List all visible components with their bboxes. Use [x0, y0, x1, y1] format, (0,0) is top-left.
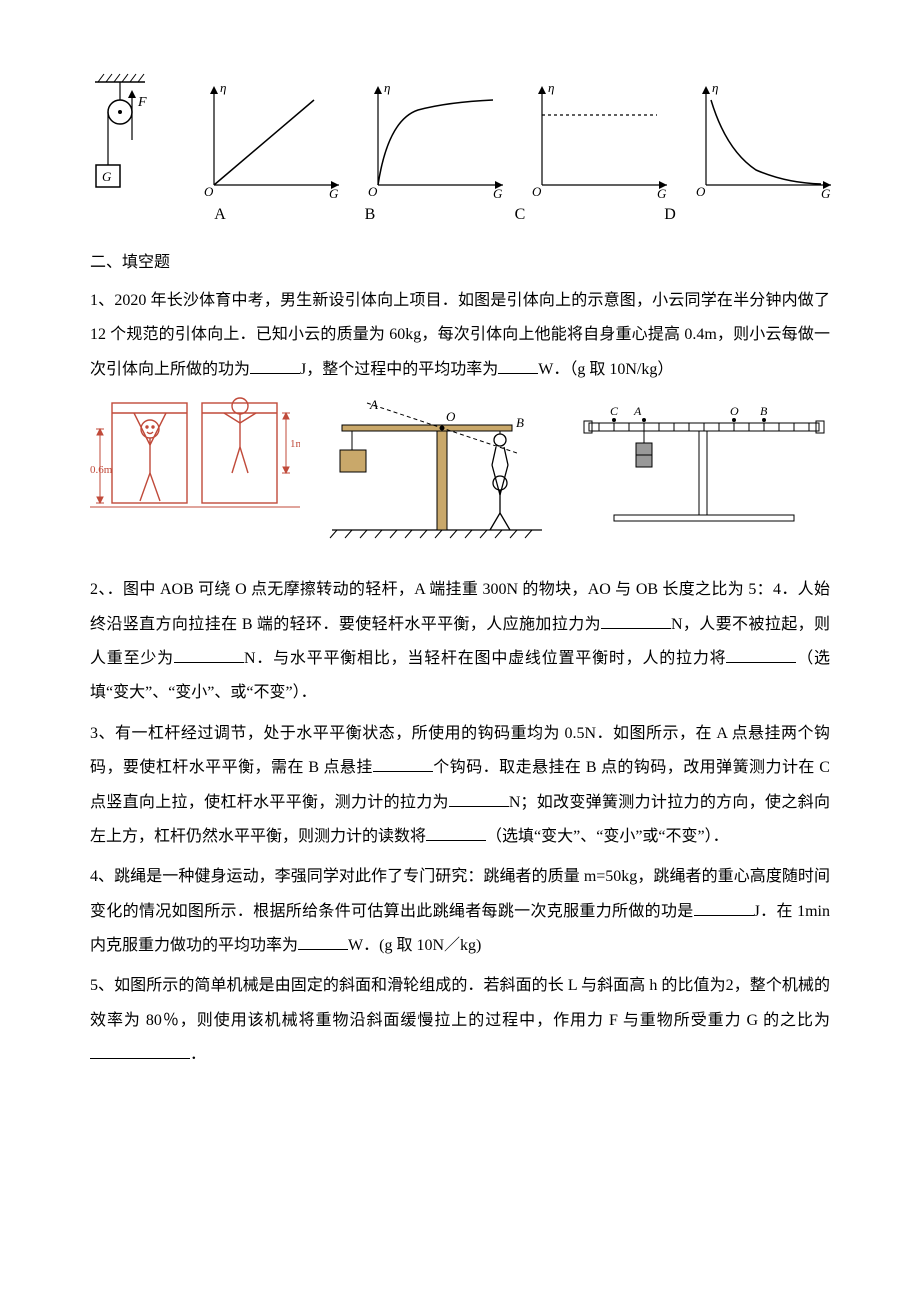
blank — [174, 646, 244, 663]
svg-text:G: G — [493, 186, 503, 200]
question-figures-row-2: 0.6m 1m — [90, 395, 830, 545]
option-a: A — [200, 206, 240, 224]
question-3: 3、有一杠杆经过调节，处于水平平衡状态，所使用的钩码重均为 0.5N．如图所示，… — [90, 717, 830, 855]
blank — [694, 899, 754, 916]
svg-text:η: η — [712, 80, 718, 95]
axis-y: η — [220, 80, 226, 95]
lever-label-a: A — [369, 397, 378, 412]
option-labels-row: A B C D — [200, 206, 830, 224]
svg-text:η: η — [548, 80, 554, 95]
question-2: 2、．图中 AOB 可绕 O 点无摩擦转动的轻杆，A 端挂重 300N 的物块，… — [90, 573, 830, 711]
svg-text:O: O — [368, 184, 378, 199]
question-4: 4、跳绳是一种健身运动，李强同学对此作了专门研究：跳绳者的质量 m=50kg，跳… — [90, 860, 830, 963]
question-5: 5、如图所示的简单机械是由固定的斜面和滑轮组成的．若斜面的长 L 与斜面高 h … — [90, 969, 830, 1072]
lever-label-o: O — [446, 409, 456, 424]
height-label-1: 0.6m — [90, 464, 113, 476]
q1-text-b: J，整个过程中的平均功率为 — [300, 361, 498, 378]
svg-text:G: G — [657, 186, 667, 200]
graph-panel-b: O G η — [358, 80, 508, 200]
svg-text:G: G — [821, 186, 831, 200]
axis-origin: O — [204, 184, 214, 199]
pullup-figure: 0.6m 1m — [90, 395, 300, 530]
height-label-2: 1m — [290, 438, 300, 450]
blank — [90, 1042, 190, 1059]
q4-text-c: W．(g 取 10N／kg) — [348, 937, 481, 954]
question-1: 1、2020 年长沙体育中考，男生新设引体向上项目．如图是引体向上的示意图，小云… — [90, 284, 830, 387]
q5-text-a: 5、如图所示的简单机械是由固定的斜面和滑轮组成的．若斜面的长 L 与斜面高 h … — [90, 977, 830, 1028]
force-label: F — [137, 95, 147, 110]
balance-figure: C A O B — [574, 395, 834, 535]
blank — [250, 357, 300, 374]
svg-text:O: O — [532, 184, 542, 199]
balance-label-b: B — [760, 404, 768, 418]
blank — [298, 933, 348, 950]
q2-text-c: N．与水平平衡相比，当轻杆在图中虚线位置平衡时，人的拉力将 — [244, 650, 726, 667]
section-title: 二、填空题 — [90, 248, 830, 272]
pulley-figure: F G — [90, 70, 180, 200]
option-b: B — [350, 206, 390, 224]
graph-panel-d: O G η — [686, 80, 836, 200]
blank — [373, 755, 433, 772]
block-label: G — [102, 169, 112, 184]
q3-text-d: （选填“变大”、“变小”或“不变”）． — [486, 828, 729, 845]
blank — [498, 357, 538, 374]
option-d: D — [650, 206, 690, 224]
balance-label-c: C — [610, 404, 619, 418]
q5-text-b: ． — [190, 1046, 206, 1063]
axis-x: G — [329, 186, 339, 200]
balance-label-a: A — [633, 404, 642, 418]
svg-text:O: O — [696, 184, 706, 199]
blank — [601, 612, 671, 629]
question-figure-row: F G O G η — [90, 70, 830, 200]
graph-panel-a: O G η — [194, 80, 344, 200]
q1-text-c: W．（g 取 10N/kg） — [538, 361, 673, 378]
option-c: C — [500, 206, 540, 224]
lever-figure: A O B — [322, 395, 552, 545]
balance-label-o: O — [730, 404, 739, 418]
blank — [449, 790, 509, 807]
lever-label-b: B — [516, 415, 524, 430]
blank — [726, 646, 796, 663]
blank — [426, 824, 486, 841]
svg-text:η: η — [384, 80, 390, 95]
graph-panel-c: O G η — [522, 80, 672, 200]
